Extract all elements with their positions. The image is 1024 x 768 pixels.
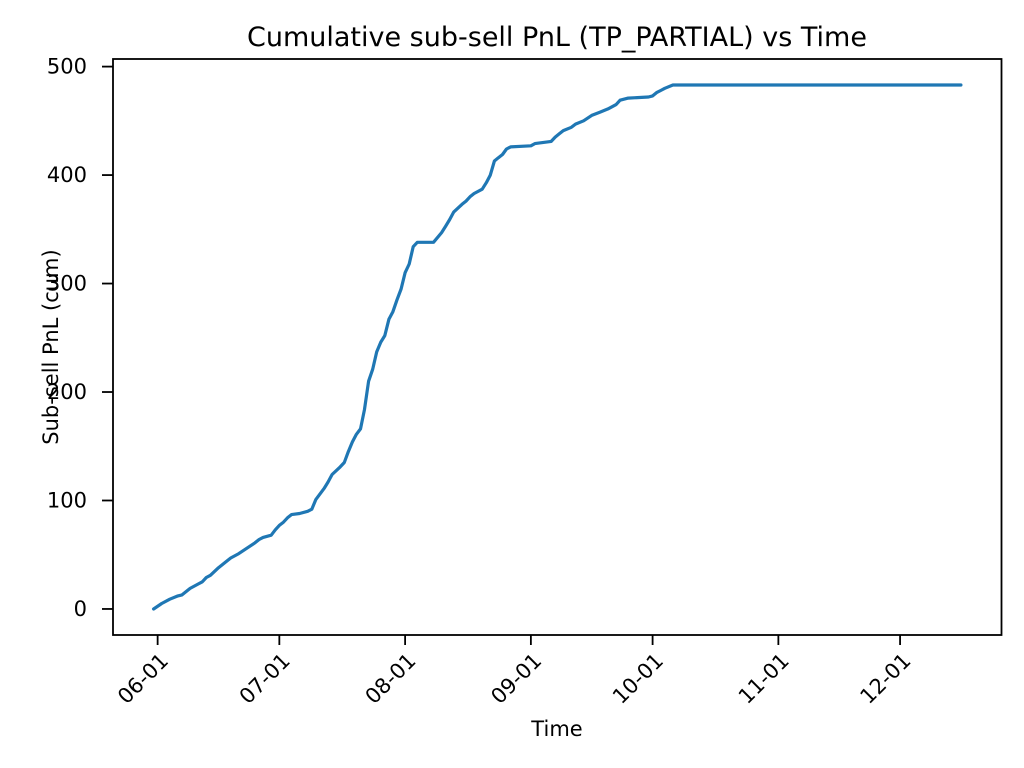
y-tick-label: 0 [74,597,87,621]
x-tick-label: 12-01 [855,649,915,709]
y-tick-label: 100 [47,488,87,512]
x-tick-label: 06-01 [113,649,173,709]
y-tick-label: 500 [47,55,87,79]
x-tick-label: 09-01 [486,649,546,709]
pnl-line [152,83,963,611]
x-tick-label: 08-01 [361,649,421,709]
y-tick-label: 300 [47,272,87,296]
x-tick-label: 10-01 [608,649,668,709]
y-axis-ticks: 0 100 200 300 400 500 [47,55,113,621]
x-tick-label: 11-01 [734,649,794,709]
x-axis-label: Time [530,717,582,741]
x-axis-ticks: 06-01 07-01 08-01 09-01 10-01 11-01 12-01 [113,635,916,709]
y-tick-label: 400 [47,163,87,187]
x-tick-label: 07-01 [235,649,295,709]
plot-area-border [112,58,1003,636]
chart-title: Cumulative sub-sell PnL (TP_PARTIAL) vs … [247,22,867,53]
y-axis-label: Sub-sell PnL (cum) [39,249,63,444]
y-tick-label: 200 [47,380,87,404]
